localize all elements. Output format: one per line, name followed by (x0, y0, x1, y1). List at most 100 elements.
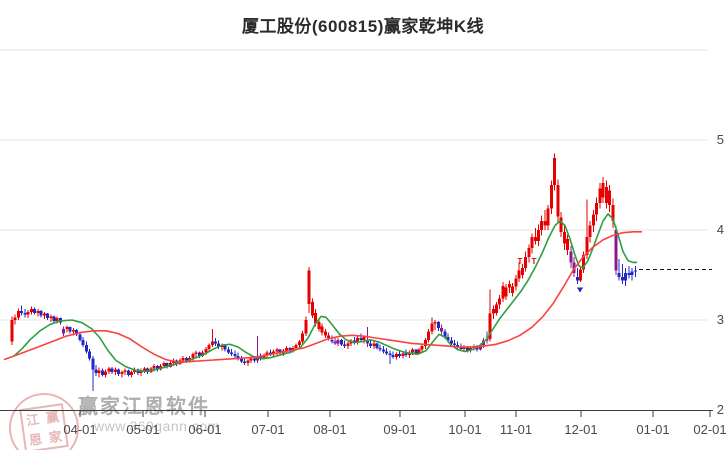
candle-body (582, 255, 586, 270)
candle-body (633, 270, 637, 272)
candle-body (588, 225, 592, 238)
candle-body (272, 351, 276, 355)
candle-body (449, 340, 453, 344)
candle-body (369, 343, 373, 347)
candle-wick (360, 333, 362, 342)
x-tick-label: 01-01 (636, 422, 669, 437)
candle-wick (544, 210, 546, 230)
candle-body (213, 341, 217, 344)
candle-body (356, 338, 360, 343)
candle-body (49, 316, 53, 319)
y-tick-label: 4 (717, 222, 724, 237)
candle-body (339, 339, 343, 345)
candle-wick (92, 356, 94, 392)
candle-body (559, 217, 563, 232)
candle-body (375, 343, 379, 348)
candle-wick (334, 337, 336, 346)
candle-body (417, 349, 421, 354)
candle-body (381, 349, 385, 352)
candle-body (285, 347, 289, 351)
candle-body (533, 237, 537, 241)
candle-body (491, 309, 495, 314)
candle-body (427, 331, 431, 340)
candle-body (556, 185, 560, 217)
candle-body (226, 349, 230, 353)
candle-wick (72, 328, 74, 336)
candle-body (94, 369, 98, 374)
candle-body (617, 273, 621, 277)
candle-body (91, 358, 95, 370)
y-tick-label: 2 (717, 402, 724, 417)
candle-body (65, 327, 69, 329)
candle-body (465, 347, 469, 351)
candle-body (608, 190, 612, 205)
candle-body (252, 358, 256, 361)
candle-body (411, 349, 415, 353)
sell-signal-marker (577, 287, 583, 293)
candle-body (398, 354, 402, 356)
candle-body (317, 321, 321, 329)
candle-body (504, 287, 508, 297)
candle-body (113, 369, 117, 373)
x-tick-label: 02-01 (693, 422, 726, 437)
candle-body (430, 323, 434, 332)
watermark-url-text: www.360gann.com (94, 418, 220, 434)
candle-body (16, 311, 20, 318)
candle-body (453, 343, 457, 346)
candle-body (611, 204, 615, 221)
candle-body (352, 340, 356, 343)
candle-body (78, 334, 82, 340)
candle-body (155, 365, 159, 370)
candle-body (546, 208, 550, 226)
candle-wick (389, 350, 391, 365)
candle-body (562, 231, 566, 244)
candle-body (191, 354, 195, 358)
candle-body (71, 329, 75, 332)
candle-body (327, 335, 331, 338)
y-tick-label: 3 (717, 312, 724, 327)
candle-body (139, 370, 143, 374)
x-tick-label: 05-01 (126, 422, 159, 437)
candle-body (162, 363, 166, 366)
candle-body (595, 203, 599, 215)
candle-body (207, 345, 211, 349)
candle-body (104, 371, 108, 375)
candle-body (275, 349, 279, 352)
candle-body (301, 333, 305, 342)
candle-body (514, 278, 518, 287)
candle-body (243, 361, 247, 364)
candle-body (433, 321, 437, 324)
candle-body (591, 214, 595, 226)
candle-body (404, 353, 408, 356)
candle-wick (37, 309, 39, 317)
candle-body (549, 185, 553, 209)
candle-body (288, 347, 292, 352)
candle-body (385, 351, 389, 354)
candle-body (323, 331, 327, 336)
candle-body (33, 309, 37, 313)
candle-body (110, 368, 114, 373)
candle-body (46, 313, 50, 319)
candle-body (307, 270, 311, 304)
candle-body (578, 269, 582, 281)
candle-body (440, 328, 444, 332)
x-tick-label: 09-01 (383, 422, 416, 437)
candle-body (107, 368, 111, 372)
candle-body (130, 372, 134, 375)
candle-body (294, 345, 298, 348)
candle-body (223, 345, 227, 350)
candle-body (13, 317, 17, 320)
candle-body (346, 343, 350, 347)
candle-body (620, 276, 624, 281)
candle-body (117, 369, 121, 374)
candle-body (20, 311, 24, 313)
candle-body (126, 370, 130, 375)
candle-body (197, 352, 201, 356)
candle-body (236, 356, 240, 359)
candle-body (343, 344, 347, 347)
candle-body (52, 316, 56, 321)
candle-body (265, 352, 269, 356)
